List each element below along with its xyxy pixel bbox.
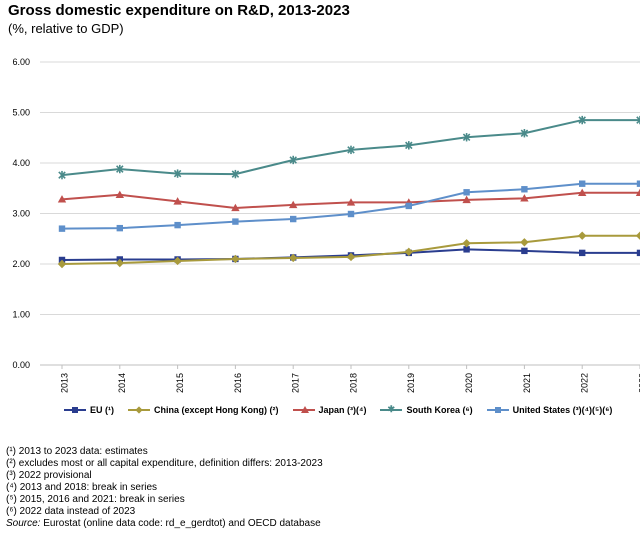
data-point [232, 218, 239, 225]
data-point [231, 254, 240, 264]
data-point [578, 231, 587, 240]
data-point [462, 133, 471, 142]
data-point [636, 115, 640, 125]
data-point [116, 224, 123, 232]
x-tick-label: 2013 [59, 373, 69, 393]
footnote-4: (⁴) 2013 and 2018: break in series [6, 482, 158, 493]
data-point [116, 164, 124, 174]
x-tick-label: 2023 [637, 373, 640, 393]
data-point [174, 221, 181, 229]
data-point [346, 198, 356, 206]
legend-label: Japan (³)(⁴) [318, 405, 367, 415]
data-point [347, 210, 355, 218]
x-tick-label: 2018 [348, 373, 358, 393]
y-tick-label: 0.00 [12, 360, 30, 370]
data-point [520, 238, 529, 247]
legend-label: China (except Hong Kong) (²) [154, 405, 279, 415]
x-tick-label: 2021 [522, 373, 532, 393]
data-point [115, 258, 124, 268]
source-line: Source: Eurostat (online data code: rd_e… [6, 518, 323, 530]
legend-item: Japan (³)(⁴) [292, 405, 367, 415]
data-point [462, 239, 471, 248]
y-tick-label: 5.00 [12, 108, 30, 118]
footnotes: (¹) 2013 to 2023 data: estimates (²) exc… [6, 446, 323, 530]
data-point [405, 202, 412, 210]
footnote-5: (⁵) 2015, 2016 and 2021: break in series [6, 494, 185, 505]
data-point [173, 169, 182, 178]
y-tick-label: 2.00 [12, 259, 30, 269]
chart-title: Gross domestic expenditure on R&D, 2013-… [8, 2, 350, 19]
x-tick-label: 2015 [175, 373, 185, 393]
data-point [346, 252, 356, 262]
data-point [289, 200, 298, 209]
x-tick-label: 2016 [233, 373, 243, 393]
data-point [520, 129, 529, 138]
source-label: Source: [6, 518, 41, 529]
data-point [636, 180, 640, 187]
data-point [115, 190, 124, 199]
x-tick-label: 2014 [117, 373, 127, 393]
legend-item: ✱ South Korea (⁶) [380, 405, 473, 415]
legend-swatch [292, 405, 315, 415]
y-tick-label: 1.00 [12, 310, 30, 320]
legend-label: South Korea (⁶) [406, 405, 473, 415]
data-point [636, 249, 640, 257]
legend-label: EU (¹) [90, 405, 114, 415]
x-tick-label: 2020 [464, 373, 474, 393]
data-point [579, 249, 586, 257]
source-text: Eurostat (online data code: rd_e_gerdtot… [43, 518, 321, 529]
x-tick-label: 2017 [291, 373, 301, 393]
data-point [463, 189, 470, 196]
x-tick-label: 2019 [406, 373, 416, 393]
footnote-2: (²) excludes most or all capital expendi… [6, 458, 323, 469]
legend-swatch [64, 405, 86, 415]
data-point [521, 186, 528, 193]
data-point [231, 203, 240, 212]
data-point [579, 180, 586, 187]
data-point [173, 197, 182, 205]
data-point [347, 145, 355, 155]
legend-label: United States (³)(⁴)(⁵)(⁶) [512, 405, 613, 415]
legend-swatch [128, 405, 150, 415]
footnote-6: (⁶) 2022 data instead of 2023 [6, 506, 136, 517]
data-point [635, 231, 640, 240]
chart-subtitle: (%, relative to GDP) [8, 21, 124, 36]
data-point [578, 115, 586, 125]
series-line [61, 182, 640, 230]
data-point [289, 253, 298, 263]
legend-swatch [486, 405, 509, 415]
data-point [57, 259, 67, 269]
data-point [578, 188, 587, 196]
y-tick-label: 3.00 [12, 209, 30, 219]
data-point [289, 155, 297, 165]
data-point [404, 247, 413, 257]
data-point [521, 247, 528, 255]
y-tick-label: 6.00 [12, 57, 30, 67]
footnote-3: (³) 2022 provisional [6, 470, 92, 481]
legend-swatch: ✱ [380, 405, 403, 415]
data-point [462, 195, 471, 204]
data-point [405, 141, 413, 150]
data-point [463, 246, 470, 253]
chart-legend: EU (¹) China (except Hong Kong) (²) Japan … [64, 405, 640, 415]
footnote-1: (¹) 2013 to 2023 data: estimates [6, 446, 148, 457]
data-point [290, 215, 297, 223]
legend-item: China (except Hong Kong) (²) [128, 405, 279, 415]
legend-item: United States (³)(⁴)(⁵)(⁶) [486, 405, 613, 415]
x-tick-label: 2022 [580, 373, 590, 393]
y-tick-label: 4.00 [12, 158, 30, 168]
legend-item: EU (¹) [64, 405, 114, 415]
data-point [635, 188, 640, 196]
data-point [58, 170, 66, 180]
data-point [520, 194, 529, 202]
data-point [57, 195, 67, 203]
data-point [231, 169, 240, 179]
data-point [58, 225, 66, 232]
line-chart: 0.00 1.00 2.00 3.00 4.00 5.00 6.00 2013 2014 2015… [12, 57, 640, 393]
